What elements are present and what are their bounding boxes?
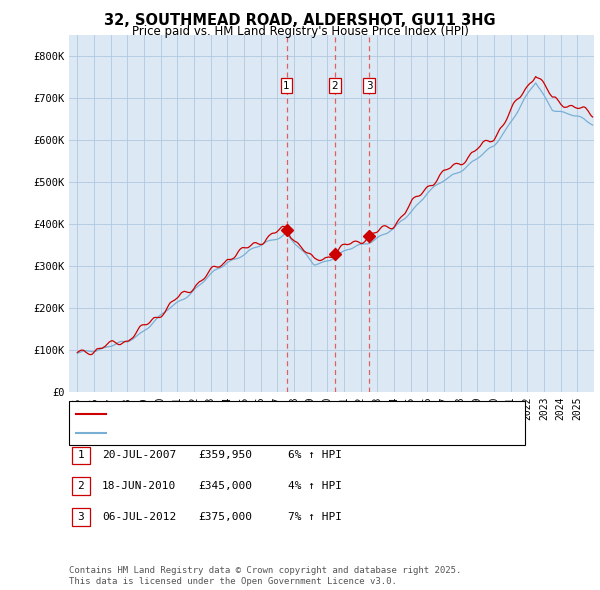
Text: 1: 1 bbox=[77, 451, 85, 460]
Text: 2: 2 bbox=[77, 481, 85, 491]
Text: 1: 1 bbox=[283, 81, 290, 91]
Text: 4% ↑ HPI: 4% ↑ HPI bbox=[288, 481, 342, 491]
Text: 18-JUN-2010: 18-JUN-2010 bbox=[102, 481, 176, 491]
Text: £375,000: £375,000 bbox=[198, 512, 252, 522]
Text: 6% ↑ HPI: 6% ↑ HPI bbox=[288, 451, 342, 460]
Text: HPI: Average price, detached house, Rushmoor: HPI: Average price, detached house, Rush… bbox=[112, 428, 387, 438]
Text: 3: 3 bbox=[77, 512, 85, 522]
Text: £345,000: £345,000 bbox=[198, 481, 252, 491]
Text: £359,950: £359,950 bbox=[198, 451, 252, 460]
Text: 3: 3 bbox=[366, 81, 373, 91]
Text: 32, SOUTHMEAD ROAD, ALDERSHOT, GU11 3HG (detached house): 32, SOUTHMEAD ROAD, ALDERSHOT, GU11 3HG … bbox=[112, 409, 462, 418]
Text: 06-JUL-2012: 06-JUL-2012 bbox=[102, 512, 176, 522]
Text: 32, SOUTHMEAD ROAD, ALDERSHOT, GU11 3HG: 32, SOUTHMEAD ROAD, ALDERSHOT, GU11 3HG bbox=[104, 13, 496, 28]
Text: 7% ↑ HPI: 7% ↑ HPI bbox=[288, 512, 342, 522]
Text: 2: 2 bbox=[332, 81, 338, 91]
Text: Contains HM Land Registry data © Crown copyright and database right 2025.
This d: Contains HM Land Registry data © Crown c… bbox=[69, 566, 461, 586]
Text: 20-JUL-2007: 20-JUL-2007 bbox=[102, 451, 176, 460]
Text: Price paid vs. HM Land Registry's House Price Index (HPI): Price paid vs. HM Land Registry's House … bbox=[131, 25, 469, 38]
